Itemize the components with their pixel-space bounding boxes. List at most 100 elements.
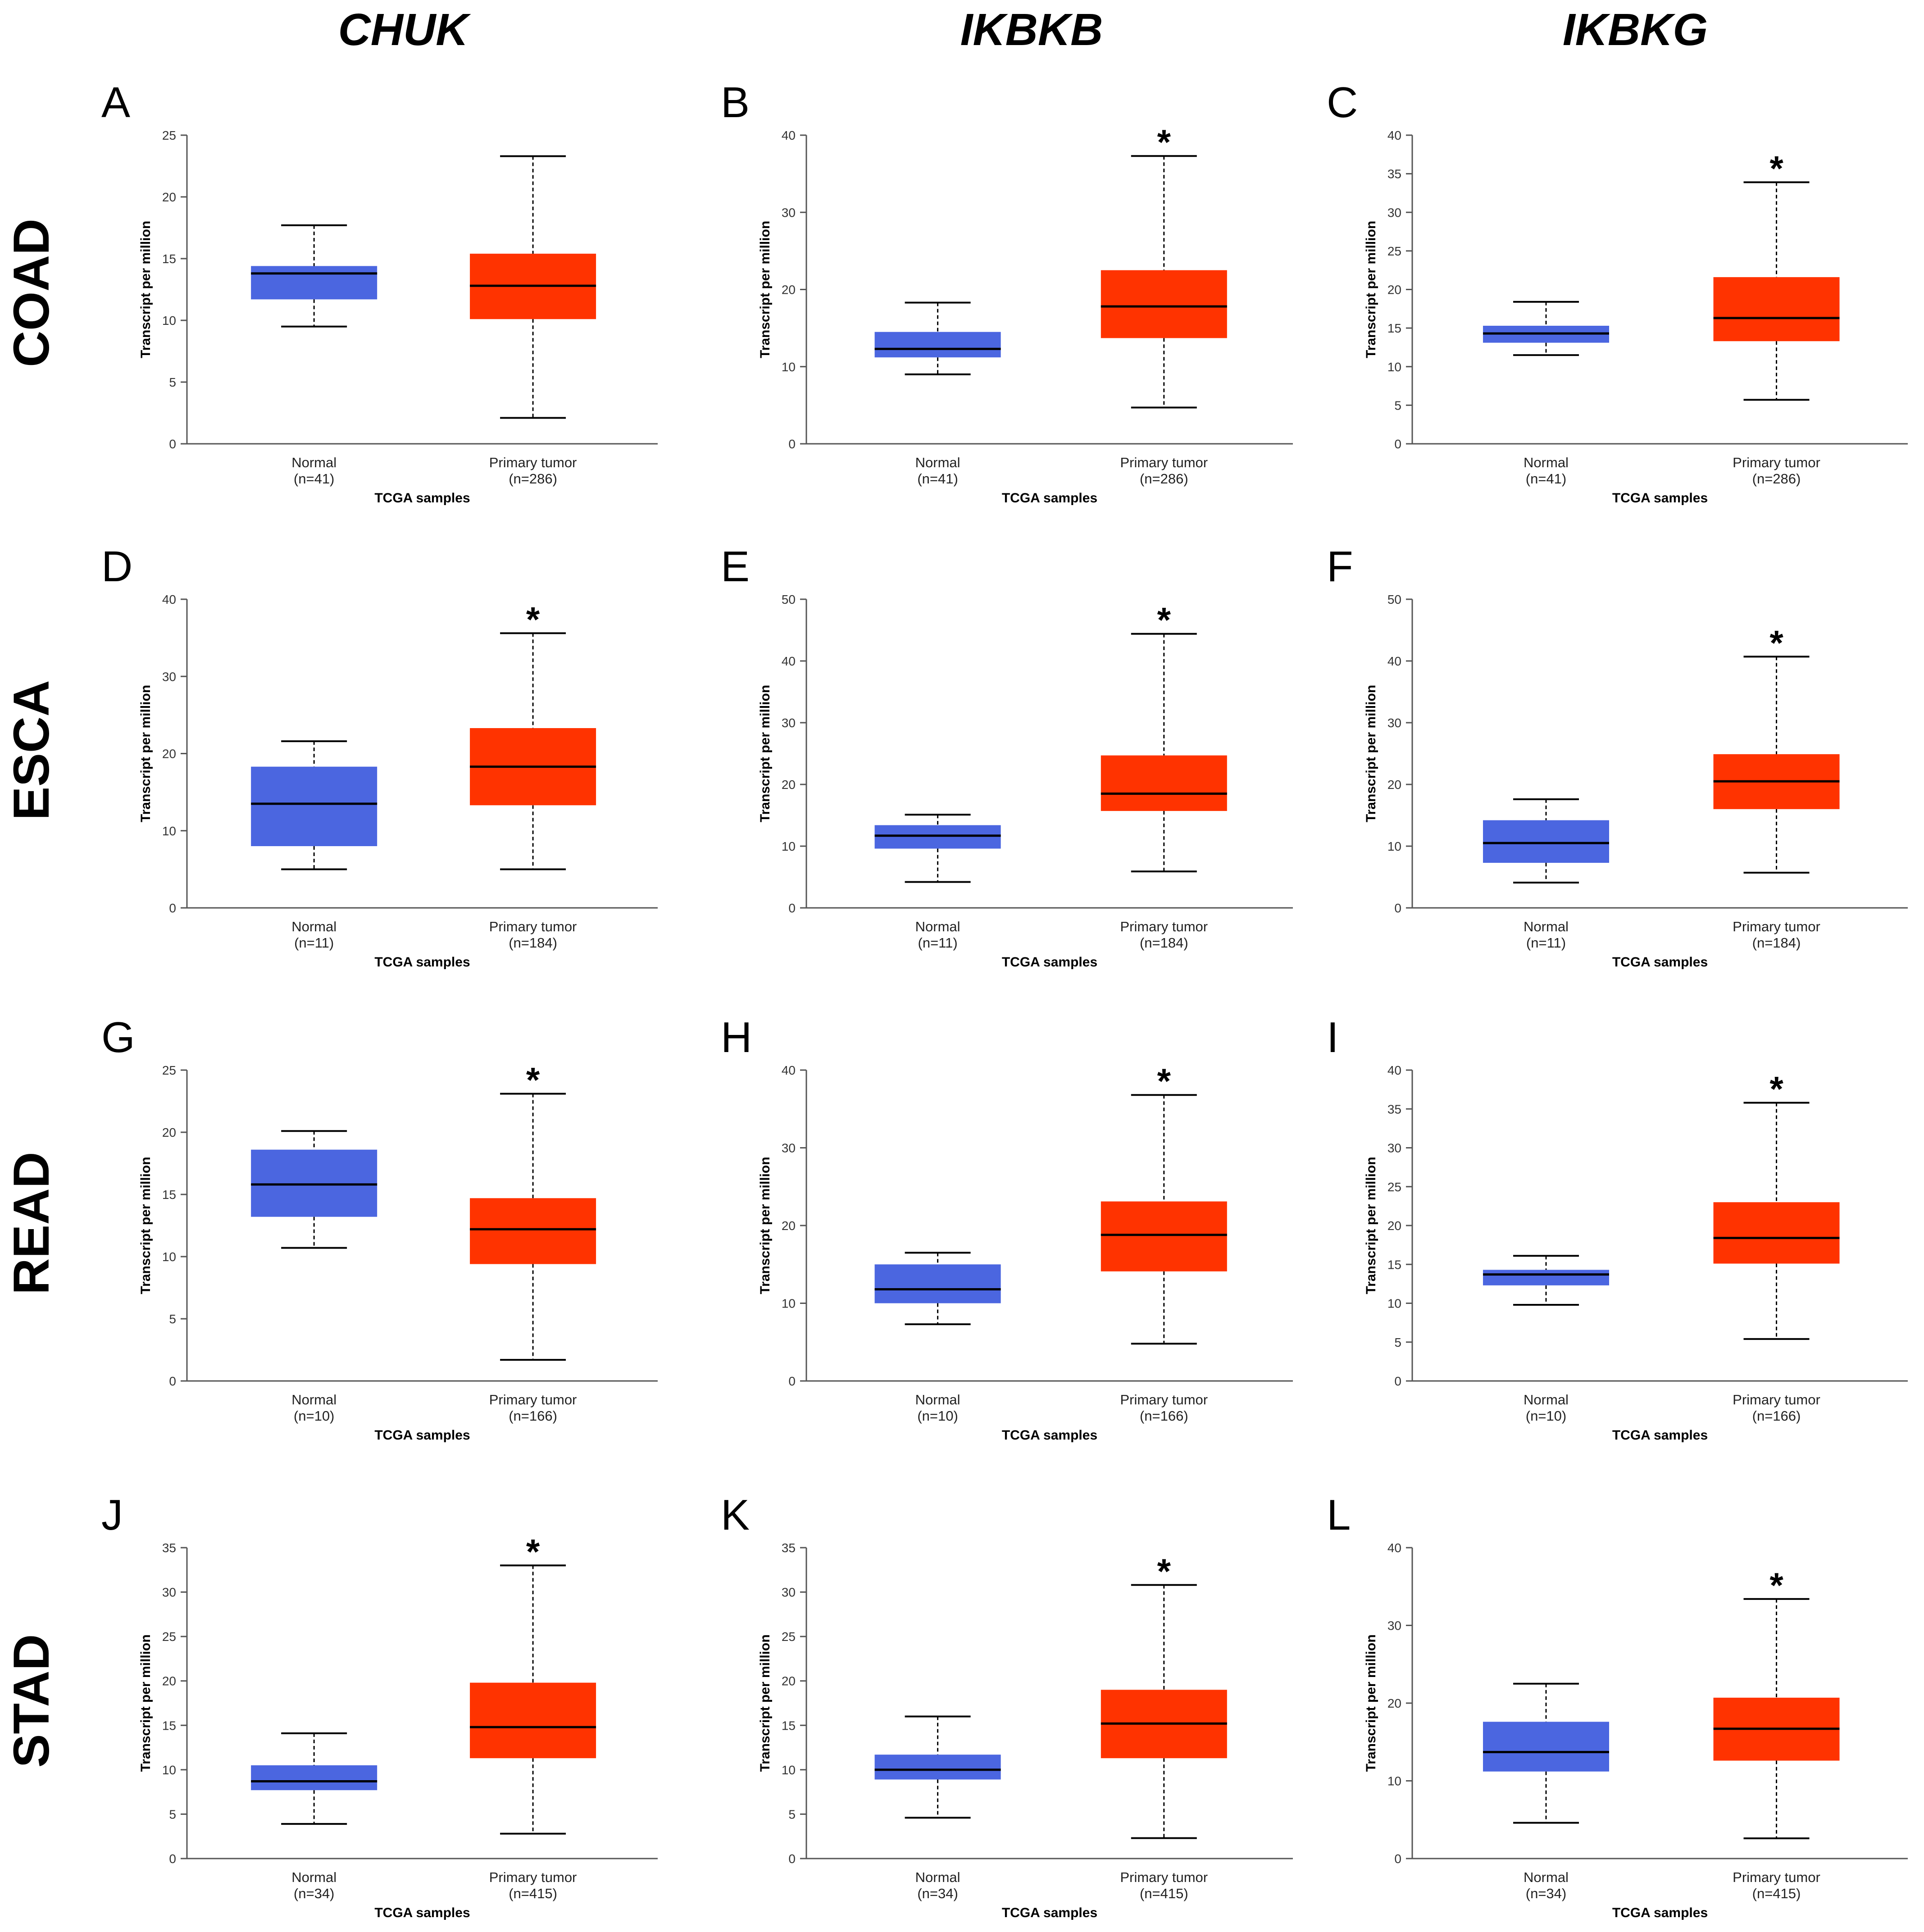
- x-tick-label: Primary tumor: [1120, 1869, 1208, 1885]
- box-primary-tumor: [470, 155, 596, 419]
- box-primary-tumor: [1713, 181, 1840, 401]
- y-tick-label: 15: [162, 252, 176, 266]
- x-tick-label: Normal: [1524, 1869, 1569, 1885]
- y-tick-label: 5: [1394, 398, 1401, 412]
- x-axis-label: TCGA samples: [1002, 491, 1097, 506]
- box-normal: [1483, 798, 1609, 884]
- y-axis-label: Transcript per million: [1364, 221, 1378, 358]
- sample-count-label: (n=415): [1140, 1886, 1188, 1901]
- y-tick-label: 0: [788, 437, 796, 451]
- y-tick-label: 10: [1387, 839, 1401, 853]
- sample-count-label: (n=10): [1526, 1408, 1566, 1424]
- y-tick-label: 20: [162, 747, 176, 761]
- x-axis-label: TCGA samples: [1002, 1905, 1097, 1920]
- x-tick-label: Primary tumor: [489, 1392, 577, 1408]
- column-header-ikbkg: IKBKG: [1563, 5, 1708, 55]
- y-tick-label: 20: [162, 190, 176, 204]
- panel-label: A: [101, 78, 130, 127]
- box-normal: [251, 224, 378, 328]
- y-axis-label: Transcript per million: [758, 1634, 773, 1772]
- panel-label: B: [721, 78, 750, 127]
- x-tick-label: Primary tumor: [489, 1869, 577, 1885]
- y-tick-label: 20: [1387, 283, 1401, 297]
- sample-count-label: (n=415): [1752, 1886, 1801, 1901]
- sample-count-label: (n=11): [294, 935, 334, 951]
- iqr-box: [1101, 270, 1227, 338]
- x-tick-label: Primary tumor: [1120, 919, 1208, 934]
- y-tick-label: 30: [1387, 716, 1401, 730]
- x-tick-label: Normal: [1524, 919, 1569, 934]
- y-tick-label: 30: [1387, 1619, 1401, 1633]
- y-tick-label: 10: [1387, 1297, 1401, 1311]
- x-axis-label: TCGA samples: [374, 1428, 470, 1443]
- y-tick-label: 5: [169, 375, 176, 389]
- sample-count-label: (n=41): [917, 471, 958, 487]
- x-axis-label: TCGA samples: [1002, 1428, 1097, 1443]
- box-normal: [874, 1252, 1001, 1326]
- y-tick-label: 40: [782, 1063, 796, 1077]
- y-tick-label: 10: [782, 839, 796, 853]
- y-tick-label: 15: [1387, 1258, 1401, 1271]
- box-normal: [1483, 301, 1609, 356]
- x-axis-label: TCGA samples: [1002, 955, 1097, 970]
- significance-star: *: [526, 1060, 540, 1099]
- row-header-coad: COAD: [3, 219, 59, 367]
- y-axis-label: Transcript per million: [138, 1157, 153, 1294]
- y-tick-label: 20: [162, 1674, 176, 1688]
- y-tick-label: 10: [782, 1297, 796, 1311]
- y-tick-label: 30: [782, 716, 796, 730]
- panel-label: F: [1327, 542, 1353, 591]
- iqr-box: [874, 1264, 1001, 1303]
- x-tick-label: Normal: [1524, 455, 1569, 470]
- box-primary-tumor: [1713, 656, 1840, 874]
- sample-count-label: (n=34): [917, 1886, 958, 1901]
- y-tick-label: 30: [1387, 205, 1401, 219]
- y-tick-label: 10: [782, 1763, 796, 1777]
- y-tick-label: 40: [162, 592, 176, 606]
- sample-count-label: (n=41): [1526, 471, 1566, 487]
- x-tick-label: Normal: [291, 455, 337, 470]
- iqr-box: [874, 332, 1001, 358]
- x-tick-label: Normal: [291, 919, 337, 934]
- box-normal: [874, 1715, 1001, 1819]
- sample-count-label: (n=415): [509, 1886, 557, 1901]
- box-normal: [874, 814, 1001, 883]
- y-tick-label: 20: [782, 778, 796, 792]
- sample-count-label: (n=166): [1752, 1408, 1801, 1424]
- y-tick-label: 0: [788, 1852, 796, 1866]
- y-tick-label: 10: [1387, 1774, 1401, 1788]
- x-tick-label: Normal: [915, 919, 960, 934]
- y-tick-label: 15: [162, 1718, 176, 1732]
- y-axis-label: Transcript per million: [138, 221, 153, 358]
- x-tick-label: Normal: [915, 455, 960, 470]
- box-primary-tumor: [470, 632, 596, 870]
- y-tick-label: 10: [162, 1250, 176, 1264]
- iqr-box: [470, 1198, 596, 1264]
- y-tick-label: 35: [1387, 1102, 1401, 1116]
- sample-count-label: (n=286): [1140, 471, 1188, 487]
- panel-label: K: [721, 1491, 750, 1539]
- panel-label: I: [1327, 1013, 1339, 1062]
- y-tick-label: 10: [162, 824, 176, 838]
- x-tick-label: Normal: [291, 1869, 337, 1885]
- y-tick-label: 0: [1394, 437, 1401, 451]
- y-axis-label: Transcript per million: [1364, 1634, 1378, 1772]
- sample-count-label: (n=10): [294, 1408, 334, 1424]
- sample-count-label: (n=286): [509, 471, 557, 487]
- y-tick-label: 30: [782, 205, 796, 219]
- x-tick-label: Primary tumor: [1120, 455, 1208, 470]
- panel-label: J: [101, 1491, 123, 1539]
- sample-count-label: (n=184): [509, 935, 557, 951]
- y-tick-label: 30: [782, 1586, 796, 1599]
- y-tick-label: 50: [782, 592, 796, 606]
- y-tick-label: 35: [162, 1541, 176, 1555]
- iqr-box: [1101, 755, 1227, 811]
- y-tick-label: 10: [162, 314, 176, 328]
- y-axis-label: Transcript per million: [138, 685, 153, 822]
- box-primary-tumor: [1101, 1094, 1227, 1345]
- box-normal: [1483, 1255, 1609, 1306]
